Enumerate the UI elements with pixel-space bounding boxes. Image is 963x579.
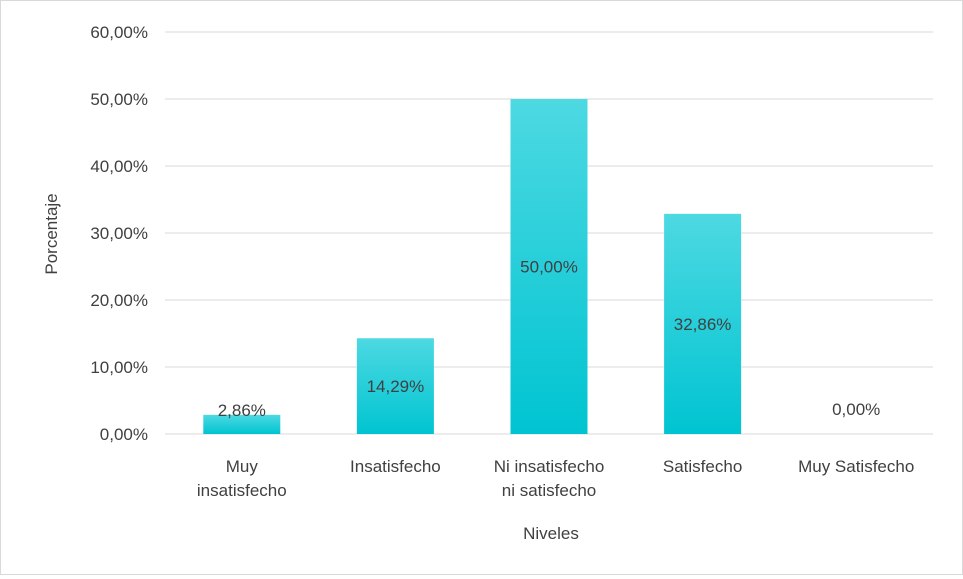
y-tick-label: 60,00%	[90, 23, 148, 42]
bar	[510, 99, 588, 434]
y-tick-label: 0,00%	[100, 425, 148, 444]
bar	[203, 414, 281, 434]
x-tick-label: Insatisfecho	[350, 457, 441, 476]
x-tick-label: Satisfecho	[663, 457, 742, 476]
x-tick-label: Muy Satisfecho	[798, 457, 914, 476]
x-tick-label: Ni insatisfecho ni satisfecho	[494, 457, 605, 500]
y-tick-label: 20,00%	[90, 291, 148, 310]
data-label: 14,29%	[367, 377, 425, 396]
y-tick-label: 10,00%	[90, 358, 148, 377]
y-tick-label: 30,00%	[90, 224, 148, 243]
y-tick-label: 50,00%	[90, 90, 148, 109]
data-label: 50,00%	[520, 258, 578, 277]
bar	[664, 213, 742, 434]
y-axis-title: Porcentaje	[42, 193, 61, 274]
x-tick-label: Muy insatisfecho	[197, 457, 287, 500]
y-tick-label: 40,00%	[90, 157, 148, 176]
data-label: 2,86%	[218, 401, 266, 420]
data-label: 0,00%	[832, 400, 880, 419]
x-axis-title: Niveles	[523, 524, 579, 543]
bar	[356, 338, 434, 434]
data-label: 32,86%	[674, 315, 732, 334]
